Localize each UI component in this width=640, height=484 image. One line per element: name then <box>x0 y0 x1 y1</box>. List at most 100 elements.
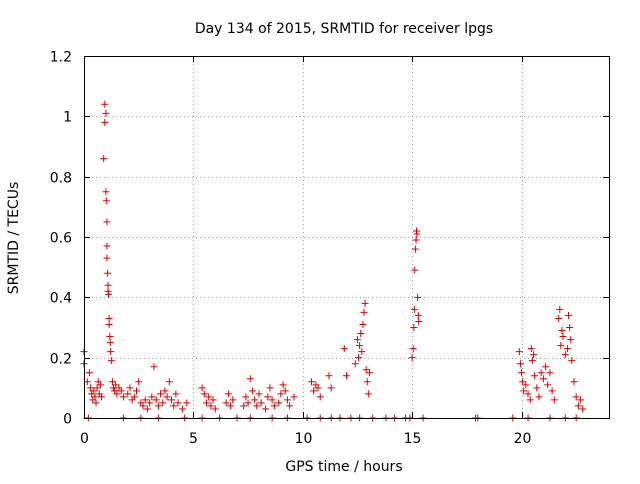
data-point <box>253 402 261 410</box>
data-point <box>174 399 182 407</box>
data-point <box>561 351 569 359</box>
data-point <box>102 197 110 205</box>
data-point <box>130 393 138 401</box>
data-point <box>414 311 422 319</box>
data-point <box>266 384 274 392</box>
data-point <box>519 378 527 386</box>
x-tick-label: 15 <box>404 431 422 447</box>
data-point <box>268 396 276 404</box>
data-point <box>411 266 419 274</box>
data-point <box>565 311 573 319</box>
data-point <box>411 245 419 253</box>
data-point <box>408 354 416 362</box>
data-point <box>105 314 113 322</box>
plot-frame <box>84 56 610 419</box>
data-point <box>314 384 322 392</box>
data-point <box>98 393 105 401</box>
data-point <box>112 381 120 389</box>
data-points <box>80 100 587 422</box>
data-point <box>356 342 364 350</box>
data-point <box>135 378 143 386</box>
data-point <box>360 308 368 316</box>
grid <box>84 56 609 418</box>
data-point <box>203 399 210 407</box>
data-point <box>87 384 95 392</box>
data-point <box>550 396 558 404</box>
x-axis-label: GPS time / hours <box>285 459 402 475</box>
data-point <box>537 369 545 377</box>
y-axis-label: SRMTID / TECUs <box>6 182 22 295</box>
data-point <box>163 393 171 401</box>
data-point <box>150 363 158 371</box>
y-tick-label: 0.6 <box>50 231 72 247</box>
data-point <box>308 378 315 386</box>
data-point <box>104 281 112 289</box>
data-point <box>246 375 254 383</box>
data-point <box>161 387 169 395</box>
data-point <box>544 381 552 389</box>
data-point <box>105 320 113 328</box>
data-point <box>524 390 532 398</box>
data-point <box>251 396 259 404</box>
data-point <box>148 393 156 401</box>
data-point <box>526 396 534 404</box>
data-point <box>168 396 175 404</box>
data-point <box>200 390 208 398</box>
data-point <box>126 384 134 392</box>
data-point <box>248 387 256 395</box>
data-point <box>107 357 115 365</box>
data-point <box>172 390 180 398</box>
data-point <box>542 363 550 371</box>
y-tick-label: 1.2 <box>50 50 72 66</box>
data-point <box>91 393 99 401</box>
data-point <box>535 393 543 401</box>
x-tick-label: 0 <box>80 431 89 447</box>
data-point <box>556 305 564 313</box>
data-point <box>139 402 147 410</box>
data-point <box>85 369 93 377</box>
data-point <box>113 390 121 398</box>
data-point <box>283 396 291 404</box>
data-point <box>143 405 151 413</box>
data-point <box>361 299 369 307</box>
data-point <box>533 384 541 392</box>
data-point <box>343 372 350 380</box>
data-point <box>559 333 567 341</box>
data-point <box>242 393 250 401</box>
data-point <box>264 393 272 401</box>
data-point <box>410 305 418 313</box>
data-point <box>244 399 252 407</box>
data-point <box>531 372 539 380</box>
data-point <box>108 378 116 386</box>
data-point <box>316 393 324 401</box>
data-point <box>522 381 530 389</box>
data-point <box>548 387 556 395</box>
data-point <box>229 396 237 404</box>
data-point <box>90 387 98 395</box>
data-point <box>415 317 423 325</box>
data-point <box>107 348 115 356</box>
axis-ticks <box>84 56 609 419</box>
data-point <box>558 327 566 335</box>
data-point <box>159 399 167 407</box>
data-point <box>104 269 112 277</box>
data-point <box>262 405 270 413</box>
data-point <box>563 345 571 353</box>
data-point <box>211 405 219 413</box>
data-point <box>119 393 127 401</box>
data-point <box>516 360 524 368</box>
data-point <box>527 345 535 353</box>
data-point <box>117 387 125 395</box>
data-point <box>103 218 111 226</box>
x-tick-label: 5 <box>189 431 198 447</box>
data-point <box>579 405 587 413</box>
data-point <box>530 351 538 359</box>
data-point <box>183 399 191 407</box>
data-point <box>103 242 111 250</box>
data-point <box>198 384 206 392</box>
data-point <box>364 390 372 398</box>
data-point <box>101 118 109 126</box>
data-point <box>178 405 186 413</box>
data-point <box>363 378 371 386</box>
